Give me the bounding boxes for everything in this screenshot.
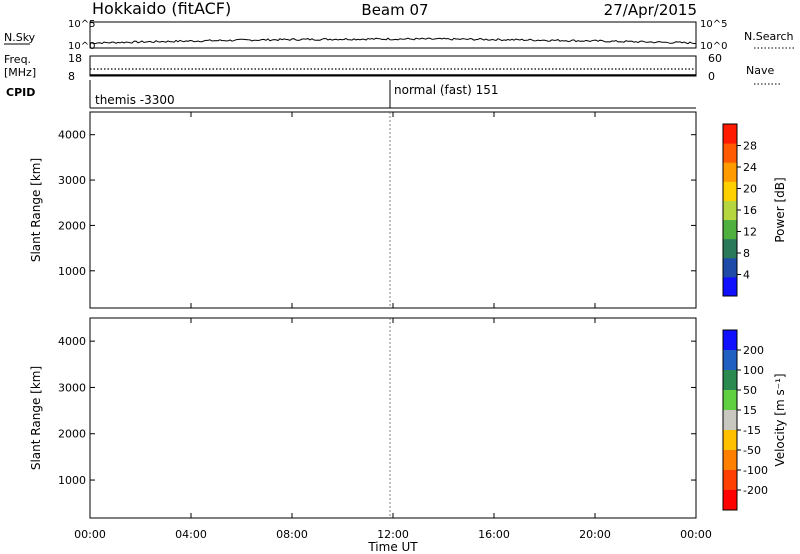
colorbar-swatch — [723, 276, 737, 297]
power-panel-frame — [89, 111, 697, 309]
power-colorbar-label: Power [dB] — [773, 177, 787, 242]
colorbar-swatch — [723, 450, 737, 471]
colorbar-swatch — [723, 330, 737, 351]
y-tick-label: 4000 — [58, 335, 86, 348]
colorbar-tick-label: 200 — [743, 344, 764, 357]
colorbar-swatch — [723, 219, 737, 240]
colorbar-swatch — [723, 470, 737, 491]
nave-tick-top: 60 — [708, 52, 722, 65]
colorbar-swatch — [723, 162, 737, 182]
y-tick-label: 1000 — [58, 474, 86, 487]
colorbar-swatch — [723, 181, 737, 201]
colorbar-swatch — [723, 370, 737, 391]
nsky-tick-bottom: 10^0 — [68, 41, 95, 52]
cpid-strip: CPID themis -3300 normal (fast) 151 — [6, 80, 696, 109]
colorbar-tick-label: 24 — [743, 161, 757, 174]
colorbar-tick-label: -200 — [743, 484, 768, 497]
velocity-panel-frame — [89, 317, 697, 519]
nsky-series-line — [89, 37, 696, 45]
colorbar-tick-label: 16 — [743, 204, 757, 217]
y-tick-label: 3000 — [58, 381, 86, 394]
colorbar-tick-label: 15 — [743, 404, 757, 417]
x-tick-label: 16:00 — [478, 528, 510, 541]
colorbar-swatch — [723, 238, 737, 259]
cpid-mode-normal: normal (fast) 151 — [394, 83, 498, 97]
power-x-ticks — [89, 112, 697, 308]
colorbar-tick-label: 12 — [743, 226, 757, 239]
velocity-colorbar-swatches — [723, 330, 737, 511]
nsky-label: N.Sky — [4, 31, 36, 44]
y-tick-label: 1000 — [58, 265, 86, 278]
colorbar-tick-label: 100 — [743, 364, 764, 377]
x-tick-label: 04:00 — [175, 528, 207, 541]
power-panel: 1000 2000 3000 4000 Slant Range [km] — [29, 111, 697, 309]
colorbar-swatch — [723, 350, 737, 371]
power-y-ticks: 1000 2000 3000 4000 — [58, 129, 696, 278]
noise-strip: N.Sky 10^5 10^0 10^5 10^0 N.Search — [4, 19, 794, 52]
colorbar-swatch — [723, 143, 737, 163]
x-tick-label: 08:00 — [276, 528, 308, 541]
colorbar-tick-label: 8 — [743, 247, 750, 260]
x-tick-label: 00:00 — [74, 528, 106, 541]
freq-label: Freq. — [4, 53, 31, 66]
x-tick-label: 12:00 — [377, 528, 409, 541]
y-tick-label: 2000 — [58, 219, 86, 232]
nsky-tick-top: 10^5 — [68, 19, 95, 30]
colorbar-tick-label: -50 — [743, 444, 761, 457]
colorbar-tick-label: 4 — [743, 269, 750, 282]
nsearch-label: N.Search — [744, 30, 794, 43]
velocity-colorbar: 200 100 50 15 -15 -50 -100 -200 Velocity [m s⁻¹… — [722, 329, 787, 511]
colorbar-swatch — [723, 200, 737, 221]
nave-tick-bottom: 0 — [708, 70, 715, 83]
nsearch-tick-bottom: 10^0 — [700, 41, 727, 52]
velocity-y-axis-label: Slant Range [km] — [29, 366, 43, 470]
date-title: 27/Apr/2015 — [604, 1, 697, 19]
beam-title: Beam 07 — [361, 1, 428, 19]
station-title: Hokkaido (fitACF) — [92, 0, 231, 18]
colorbar-swatch — [723, 410, 737, 431]
colorbar-swatch — [723, 490, 737, 511]
colorbar-tick-label: -15 — [743, 424, 761, 437]
power-colorbar-ticks: 4 8 12 16 20 24 28 — [737, 140, 757, 282]
freq-tick-top: 18 — [68, 52, 82, 65]
power-colorbar-swatches — [723, 124, 737, 297]
colorbar-swatch — [723, 390, 737, 411]
cpid-label: CPID — [6, 86, 35, 99]
frequency-strip: Freq. [MHz] 18 8 60 0 Nave — [4, 52, 780, 85]
velocity-colorbar-ticks: 200 100 50 15 -15 -50 -100 -200 — [737, 344, 768, 497]
power-y-axis-label: Slant Range [km] — [29, 158, 43, 262]
velocity-x-ticks: 00:00 04:00 08:00 12:00 16:00 20:00 00:00 — [74, 318, 712, 541]
colorbar-swatch — [723, 257, 737, 278]
cpid-mode-themis: themis -3300 — [95, 93, 175, 107]
freq-tick-bottom: 8 — [68, 70, 75, 83]
colorbar-tick-label: 50 — [743, 384, 757, 397]
colorbar-tick-label: -100 — [743, 464, 768, 477]
freq-unit: [MHz] — [4, 66, 36, 79]
x-tick-label: 00:00 — [680, 528, 712, 541]
x-tick-label: 20:00 — [579, 528, 611, 541]
colorbar-swatch — [723, 430, 737, 451]
velocity-colorbar-label: Velocity [m s⁻¹] — [773, 373, 787, 466]
y-tick-label: 3000 — [58, 174, 86, 187]
colorbar-tick-label: 20 — [743, 183, 757, 196]
power-colorbar: 4 8 12 16 20 24 28 Power [dB] — [722, 123, 787, 297]
nsearch-tick-top: 10^5 — [700, 19, 727, 30]
y-tick-label: 2000 — [58, 428, 86, 441]
colorbar-swatch — [723, 124, 737, 144]
nave-label: Nave — [746, 64, 774, 77]
x-axis-label: Time UT — [367, 540, 418, 554]
velocity-y-ticks: 1000 2000 3000 4000 — [58, 335, 696, 487]
colorbar-tick-label: 28 — [743, 140, 757, 153]
y-tick-label: 4000 — [58, 129, 86, 142]
